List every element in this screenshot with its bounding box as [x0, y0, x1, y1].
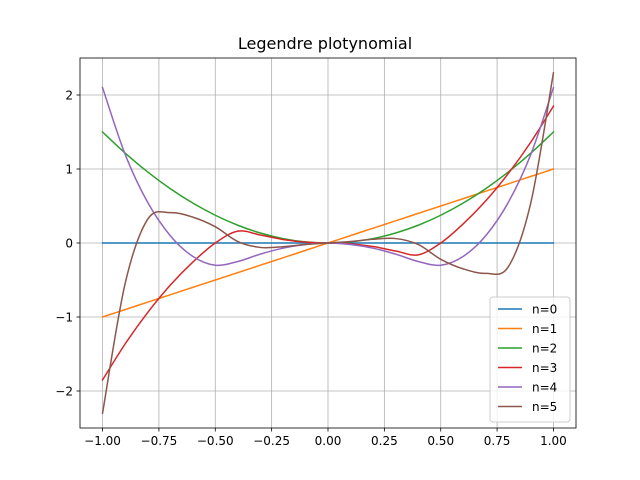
x-tick-label: −0.25 [253, 434, 290, 448]
x-tick-label: 0.75 [484, 434, 511, 448]
x-tick-label: −0.50 [197, 434, 234, 448]
series-layer [101, 71, 555, 415]
tick-layer: −1.00 −0.75 −0.50 −0.25 0.00 0.25 0.50 0.75 1.00… [55, 89, 567, 449]
y-tick-label: 1 [65, 163, 73, 177]
series-line-n-5 [101, 71, 555, 415]
x-tick-label: 1.00 [540, 434, 567, 448]
legend-label: n=2 [532, 342, 557, 356]
y-tick-label: 0 [65, 237, 73, 251]
x-tick-label: 0.25 [371, 434, 398, 448]
legend-label: n=3 [532, 361, 557, 375]
legend: n=0 n=1 n=2 n=3 n=4 n=5 [489, 296, 571, 423]
x-tick-label: 0.00 [315, 434, 342, 448]
legend-label: n=0 [532, 303, 557, 317]
legend-label: n=1 [532, 322, 557, 336]
x-tick-label: 0.50 [427, 434, 454, 448]
legend-label: n=4 [532, 381, 557, 395]
chart-title: Legendre plotynomial [238, 34, 412, 53]
y-tick-label: −2 [55, 385, 73, 399]
x-tick-label: −1.00 [84, 434, 121, 448]
y-tick-label: 2 [65, 89, 73, 103]
legend-label: n=5 [532, 400, 557, 414]
x-tick-label: −0.75 [141, 434, 178, 448]
y-tick-label: −1 [55, 311, 73, 325]
legend-box [489, 296, 571, 423]
